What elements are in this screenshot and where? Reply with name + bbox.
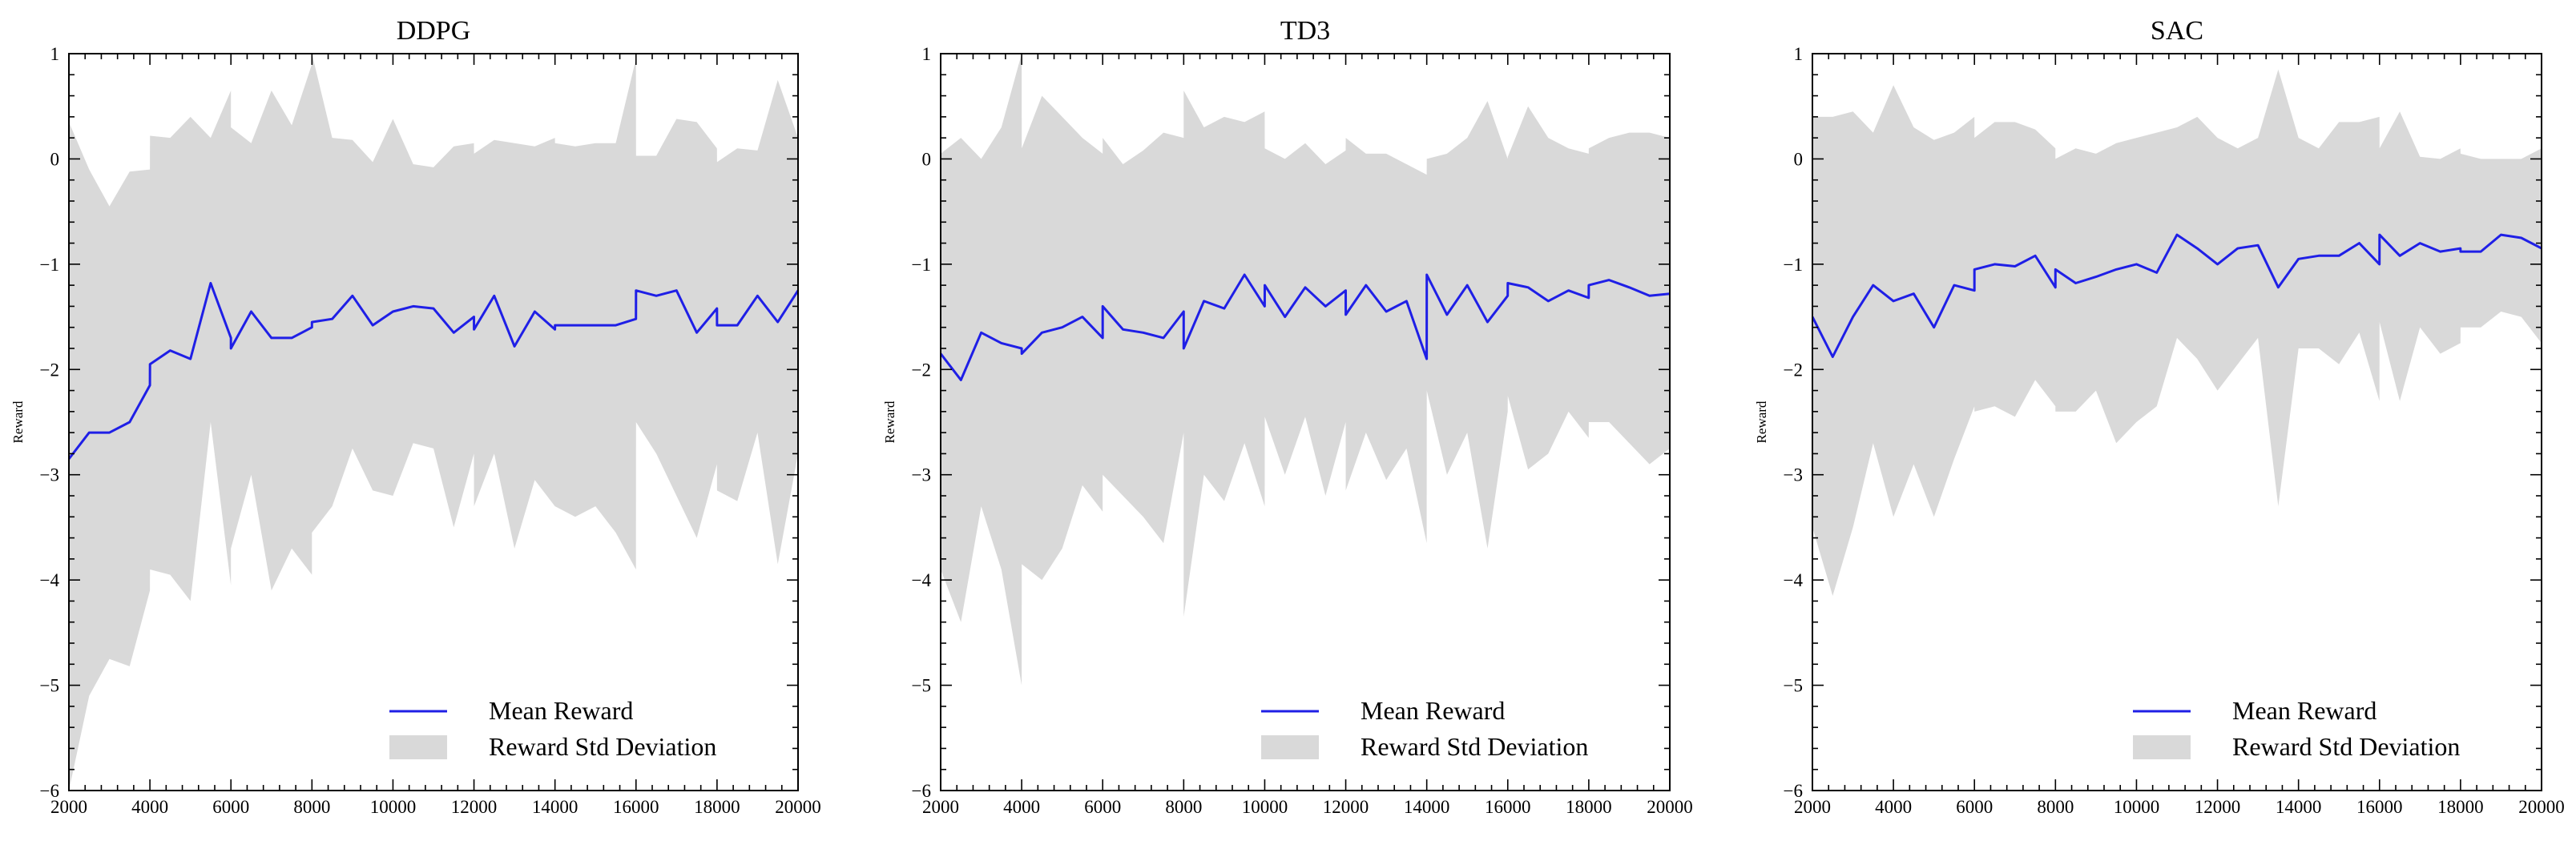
y-tick-label: 0 [1794, 149, 1804, 169]
y-axis-label: Reward [10, 400, 26, 443]
chart-td3: 2000 4000 6000 8000 10000 12000 14000 16000 1800… [882, 16, 1693, 817]
chart-ddpg: 2000 4000 6000 8000 10000 12000 14000 16000 1800… [10, 16, 821, 817]
x-tick-label: 4000 [131, 797, 168, 817]
x-tick-label: 12000 [1323, 797, 1369, 817]
x-tick-label: 8000 [2037, 797, 2074, 817]
x-tick-label: 10000 [1242, 797, 1288, 817]
std-band-ddpg [69, 54, 798, 791]
y-tick-label: −3 [1784, 465, 1803, 485]
y-tick-label: 1 [922, 44, 932, 64]
x-tick-label: 2000 [50, 797, 87, 817]
x-tick-label: 6000 [212, 797, 249, 817]
legend-std-swatch [389, 735, 447, 759]
y-tick-label: −6 [912, 781, 931, 801]
x-tick-label: 8000 [1165, 797, 1202, 817]
y-tick-label: −1 [1784, 255, 1803, 275]
x-tick-label: 18000 [2437, 797, 2484, 817]
legend-std-label: Reward Std Deviation [1361, 732, 1588, 761]
y-tick-label: −4 [912, 570, 932, 590]
x-tick-label: 16000 [1485, 797, 1531, 817]
x-tick-label: 20000 [2518, 797, 2565, 817]
legend-std-swatch [2133, 735, 2191, 759]
legend-mean-label: Mean Reward [2232, 696, 2376, 725]
x-tick-label: 4000 [1003, 797, 1040, 817]
plot-frame [1812, 53, 2542, 791]
legend-mean-label: Mean Reward [489, 696, 633, 725]
y-tick-label: 0 [922, 149, 932, 169]
y-tick-label: −4 [40, 570, 60, 590]
chart-title: TD3 [1280, 16, 1330, 46]
plot-frame [68, 53, 799, 791]
legend-mean-label: Mean Reward [1361, 696, 1505, 725]
chart-title: SAC [2151, 16, 2203, 46]
x-tick-label: 8000 [293, 797, 330, 817]
x-tick-label: 14000 [2276, 797, 2322, 817]
x-tick-label: 4000 [1875, 797, 1912, 817]
x-tick-label: 6000 [1956, 797, 1993, 817]
y-tick-label: 1 [50, 44, 60, 64]
y-tick-label: −6 [40, 781, 59, 801]
mean-line-ddpg [69, 282, 798, 460]
y-tick-label: −1 [912, 255, 931, 275]
y-tick-label: −3 [40, 465, 59, 485]
y-tick-label: −5 [1784, 676, 1803, 696]
y-tick-label: −2 [1784, 360, 1803, 380]
y-tick-label: 1 [1794, 44, 1804, 64]
y-tick-label: −5 [40, 676, 59, 696]
plot-frame [940, 53, 1671, 791]
y-tick-label: 0 [50, 149, 60, 169]
y-tick-label: −3 [912, 465, 931, 485]
x-tick-label: 10000 [370, 797, 417, 817]
x-tick-label: 12000 [451, 797, 498, 817]
mean-line-td3 [941, 273, 1670, 381]
x-tick-label: 10000 [2114, 797, 2160, 817]
y-axis-label: Reward [1754, 400, 1769, 443]
x-tick-label: 20000 [775, 797, 821, 817]
legend-std-label: Reward Std Deviation [489, 732, 716, 761]
y-tick-label: −6 [1784, 781, 1803, 801]
x-tick-label: 18000 [694, 797, 740, 817]
y-tick-label: −2 [912, 360, 931, 380]
y-tick-label: −2 [40, 360, 59, 380]
chart-sac: 2000 4000 6000 8000 10000 12000 14000 16000 1800… [1754, 16, 2565, 817]
x-tick-label: 14000 [1404, 797, 1450, 817]
y-tick-label: −5 [912, 676, 931, 696]
x-tick-label: 2000 [1794, 797, 1831, 817]
y-tick-label: −1 [40, 255, 59, 275]
std-band-td3 [941, 54, 1670, 686]
x-tick-label: 16000 [613, 797, 659, 817]
x-tick-label: 6000 [1084, 797, 1121, 817]
x-tick-label: 12000 [2195, 797, 2241, 817]
legend-std-swatch [1261, 735, 1319, 759]
std-band-sac [1812, 69, 2542, 596]
x-tick-label: 2000 [922, 797, 959, 817]
x-tick-label: 18000 [1566, 797, 1612, 817]
y-axis-label: Reward [882, 400, 897, 443]
chart-title: DDPG [397, 16, 471, 46]
y-tick-label: −4 [1784, 570, 1804, 590]
x-tick-label: 16000 [2356, 797, 2403, 817]
legend-std-label: Reward Std Deviation [2232, 732, 2460, 761]
x-tick-label: 14000 [532, 797, 578, 817]
x-tick-label: 20000 [1647, 797, 1693, 817]
mean-line-sac [1812, 233, 2542, 358]
